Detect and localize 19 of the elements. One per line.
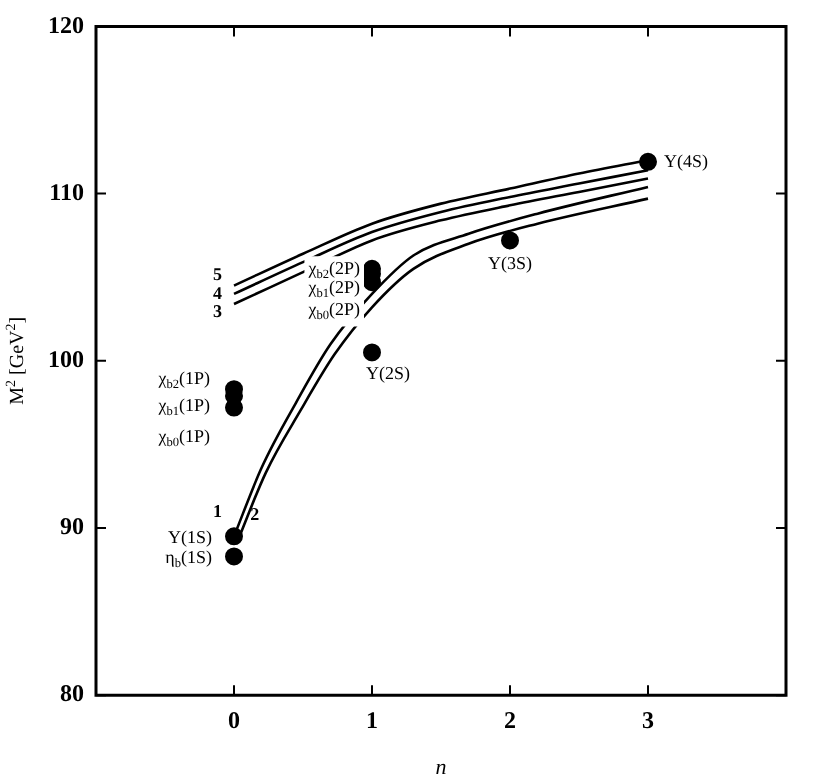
x-tick-label: 0 — [228, 705, 240, 734]
annotation: Υ(4S) — [664, 150, 708, 171]
x-tick-label: 2 — [504, 705, 516, 734]
series-label: 1 — [213, 501, 223, 522]
x-tick-label: 3 — [642, 705, 654, 734]
series-label: 2 — [250, 504, 261, 525]
y-tick-label: 90 — [60, 512, 84, 541]
series-label: 5 — [213, 264, 223, 285]
x-tick-label: 1 — [366, 705, 378, 734]
y-tick-label: 80 — [60, 679, 84, 708]
annotation: Υ(1S) — [168, 527, 213, 548]
x-axis-title: n — [435, 755, 448, 780]
y-tick-label: 110 — [49, 177, 84, 206]
annotation: Υ(3S) — [488, 253, 532, 274]
annotation: Υ(2S) — [366, 363, 410, 384]
series-label: 3 — [213, 300, 223, 321]
y-tick-label: 120 — [48, 10, 84, 39]
y-tick-label: 100 — [48, 344, 84, 373]
series-label: 4 — [213, 282, 223, 303]
